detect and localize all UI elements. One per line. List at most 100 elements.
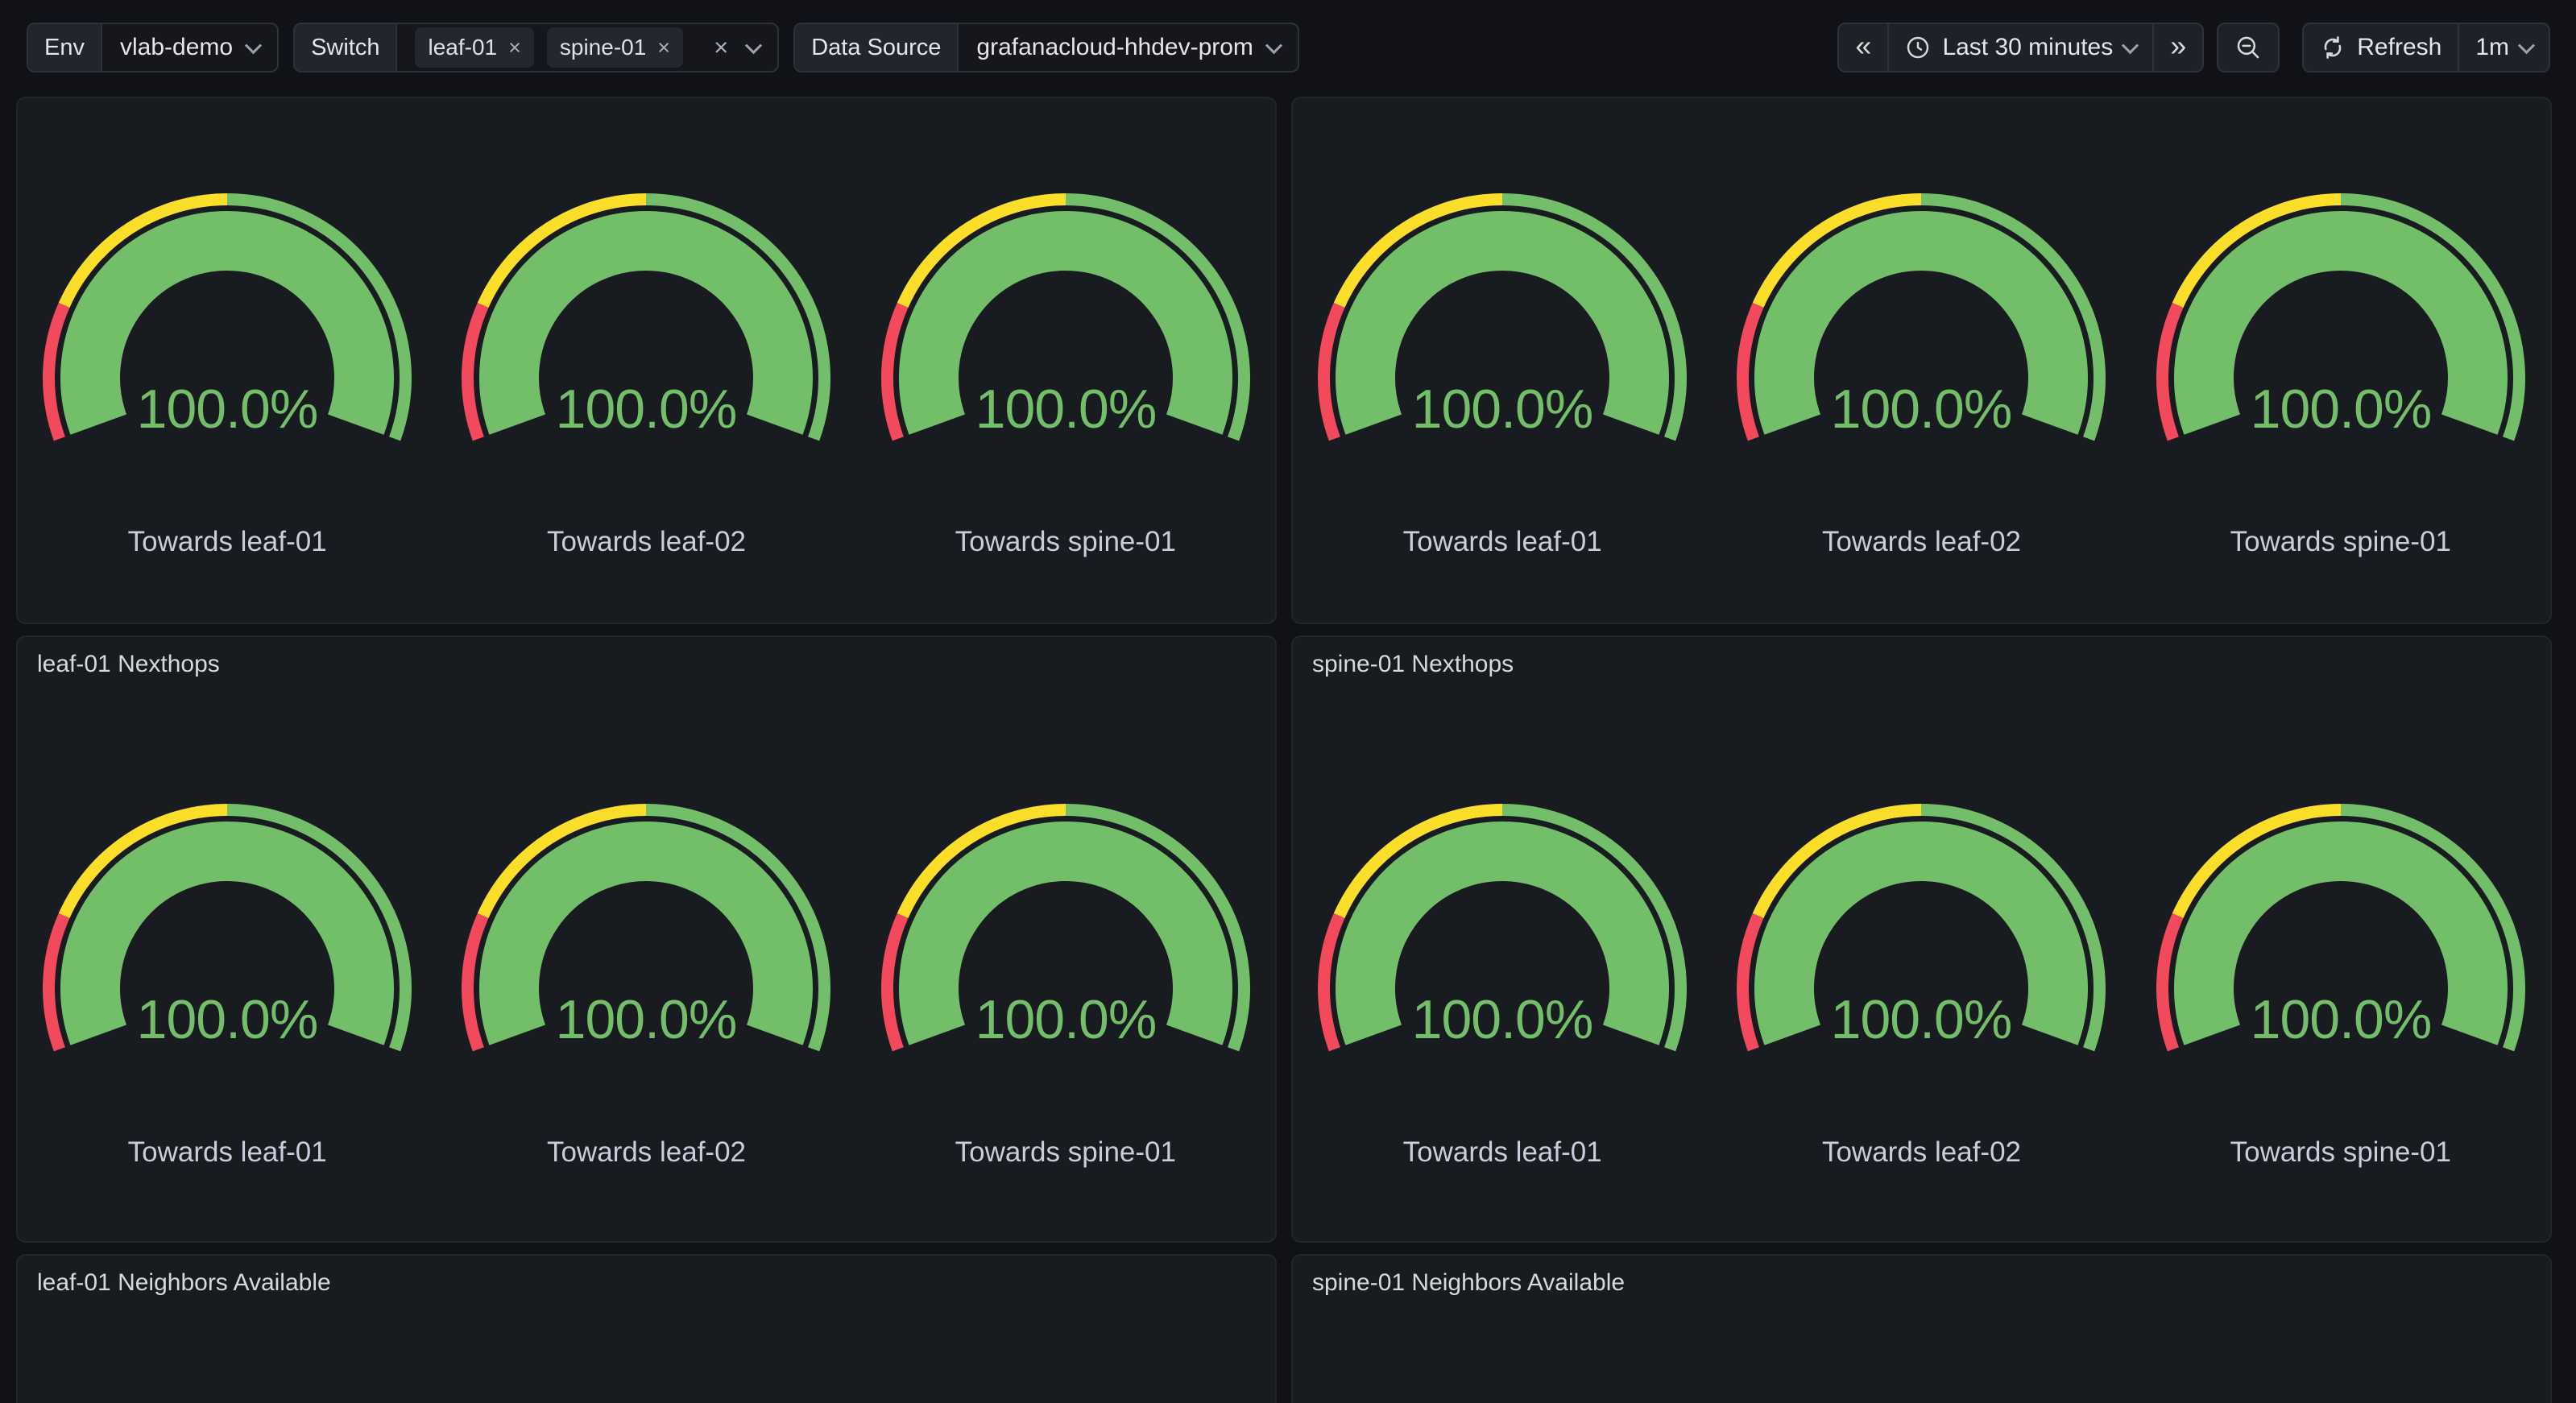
gauge-towards-leaf-02: 100.0% Towards leaf-02 xyxy=(1712,801,2131,1169)
panel-title[interactable]: spine-01 Nexthops xyxy=(1293,637,2550,684)
gauge-chart: 100.0% xyxy=(1736,191,2106,452)
gauge-value: 100.0% xyxy=(556,379,737,440)
gauge-value: 100.0% xyxy=(975,989,1156,1050)
gauge-chart: 100.0% xyxy=(2156,191,2526,452)
chevrons-left-icon: « xyxy=(1855,31,1871,64)
panel-leaf-01-nexthops: leaf-01 Nexthops100.0%Towards leaf-01100… xyxy=(16,635,1277,1243)
gauge-chart: 100.0% xyxy=(1317,801,1688,1062)
gauge-value: 100.0% xyxy=(1412,989,1593,1050)
gauge-chart: 100.0% xyxy=(461,801,831,1062)
refresh-group: Refresh 1m xyxy=(2302,23,2550,72)
variable-switch: Switch leaf-01 × spine-01 × × xyxy=(293,23,779,72)
switch-select[interactable]: leaf-01 × spine-01 × × xyxy=(397,24,777,71)
gauge-towards-spine-01: 100.0% Towards spine-01 xyxy=(856,191,1275,558)
gauge-chart: 100.0% xyxy=(1736,801,2106,1062)
remove-chip-icon[interactable]: × xyxy=(657,37,670,59)
panel-body xyxy=(1293,1302,2550,1403)
chip-label: spine-01 xyxy=(560,35,646,60)
switch-chip-list: leaf-01 × spine-01 × xyxy=(415,27,683,68)
time-picker-group: « Last 30 minutes » xyxy=(1837,23,2204,72)
variable-datasource: Data Source grafanacloud-hhdev-prom xyxy=(793,23,1299,72)
env-value: vlab-demo xyxy=(120,34,233,61)
gauge-towards-leaf-01: 100.0%Towards leaf-01 xyxy=(18,801,437,1169)
zoom-out-button[interactable] xyxy=(2218,24,2278,71)
panel-uplinks-right: 100.0% Towards leaf-01 100.0% Towards leaf-… xyxy=(1291,97,2552,624)
time-range-button[interactable]: Last 30 minutes xyxy=(1887,24,2152,71)
gauge-label: Towards leaf-01 xyxy=(1403,1136,1602,1169)
chevrons-right-icon: » xyxy=(2170,31,2186,64)
gauge-value: 100.0% xyxy=(137,989,318,1050)
panel-title[interactable]: spine-01 Neighbors Available xyxy=(1293,1256,2550,1302)
panel-leaf-01-neighbors-available: leaf-01 Neighbors Available xyxy=(16,1254,1277,1403)
gauge-towards-spine-01: 100.0% Towards spine-01 xyxy=(2131,191,2550,558)
dashboard-grid: 100.0% Towards leaf-01 100.0% Towards leaf-… xyxy=(16,97,2552,1403)
gauge-label: Towards leaf-01 xyxy=(128,526,327,558)
refresh-button[interactable]: Refresh xyxy=(2304,24,2458,71)
gauge-label: Towards spine-01 xyxy=(955,1136,1176,1169)
gauge-towards-spine-01: 100.0% Towards spine-01 xyxy=(2131,801,2550,1169)
panel-body xyxy=(18,1302,1275,1403)
chevron-down-icon xyxy=(2122,37,2139,54)
gauge-chart: 100.0% xyxy=(2156,801,2526,1062)
gauge-towards-leaf-01: 100.0% Towards leaf-01 xyxy=(1293,191,1712,558)
gauge-label: Towards leaf-01 xyxy=(1403,526,1602,558)
gauge-chart: 100.0% xyxy=(880,191,1251,452)
gauge-value: 100.0% xyxy=(1831,379,2012,440)
chevron-down-icon xyxy=(745,37,762,54)
time-forward-button[interactable]: » xyxy=(2152,24,2202,71)
panel-title[interactable]: leaf-01 Neighbors Available xyxy=(18,1256,1275,1302)
gauge-value: 100.0% xyxy=(2250,379,2431,440)
gauge-label: Towards leaf-02 xyxy=(547,526,746,558)
gauge-chart: 100.0% xyxy=(1317,191,1688,452)
gauge-towards-leaf-01: 100.0% Towards leaf-01 xyxy=(1293,801,1712,1169)
gauge-chart: 100.0% xyxy=(880,801,1251,1062)
panel-title[interactable]: leaf-01 Nexthops xyxy=(18,637,1275,684)
chevron-down-icon xyxy=(1265,37,1282,54)
gauge-value: 100.0% xyxy=(1831,989,2012,1050)
gauge-value: 100.0% xyxy=(975,379,1156,440)
time-range-label: Last 30 minutes xyxy=(1942,34,2113,61)
datasource-label: Data Source xyxy=(795,24,959,71)
zoom-out-group xyxy=(2217,23,2280,72)
gauge-chart: 100.0% xyxy=(42,801,412,1062)
gauge-chart: 100.0% xyxy=(42,191,412,452)
gauge-value: 100.0% xyxy=(1412,379,1593,440)
switch-chip[interactable]: spine-01 × xyxy=(547,27,683,68)
clear-all-icon[interactable]: × xyxy=(714,33,728,62)
grafana-dashboard: Env vlab-demo Switch leaf-01 × spine-01 × ×… xyxy=(0,0,2576,1403)
panel-body: 100.0%Towards leaf-01100.0%Towards leaf-… xyxy=(18,684,1275,1241)
refresh-interval-button[interactable]: 1m xyxy=(2458,24,2549,71)
remove-chip-icon[interactable]: × xyxy=(508,37,521,59)
variable-controls: Env vlab-demo Switch leaf-01 × spine-01 × ×… xyxy=(27,23,1299,72)
dashboard-toolbar: Env vlab-demo Switch leaf-01 × spine-01 × ×… xyxy=(16,0,2552,72)
time-back-button[interactable]: « xyxy=(1839,24,1887,71)
chip-label: leaf-01 xyxy=(428,35,497,60)
gauge-value: 100.0% xyxy=(137,379,318,440)
gauge-label: Towards leaf-02 xyxy=(1822,1136,2021,1169)
magnifier-minus-icon xyxy=(2234,34,2262,61)
panel-spine-01-nexthops: spine-01 Nexthops100.0%Towards leaf-0110… xyxy=(1291,635,2552,1243)
gauge-label: Towards spine-01 xyxy=(955,526,1176,558)
panel-spine-01-neighbors-available: spine-01 Neighbors Available xyxy=(1291,1254,2552,1403)
gauge-label: Towards spine-01 xyxy=(2230,526,2451,558)
panel-uplinks-left: 100.0% Towards leaf-01 100.0% Towards leaf-… xyxy=(16,97,1277,624)
gauge-towards-leaf-02: 100.0% Towards leaf-02 xyxy=(437,191,855,558)
gauge-value: 100.0% xyxy=(2250,989,2431,1050)
refresh-interval-value: 1m xyxy=(2475,34,2509,61)
datasource-select[interactable]: grafanacloud-hhdev-prom xyxy=(959,24,1298,71)
panel-body: 100.0% Towards leaf-01 100.0% Towards leaf-… xyxy=(1293,98,2550,623)
env-select[interactable]: vlab-demo xyxy=(102,24,277,71)
gauge-label: Towards leaf-02 xyxy=(547,1136,746,1169)
gauge-label: Towards spine-01 xyxy=(2230,1136,2451,1169)
clock-icon xyxy=(1905,35,1931,60)
gauge-value: 100.0% xyxy=(556,989,737,1050)
gauge-towards-leaf-02: 100.0% Towards leaf-02 xyxy=(1712,191,2131,558)
switch-label: Switch xyxy=(295,24,397,71)
switch-chip[interactable]: leaf-01 × xyxy=(415,27,533,68)
gauge-label: Towards leaf-02 xyxy=(1822,526,2021,558)
refresh-label: Refresh xyxy=(2357,34,2441,61)
refresh-icon xyxy=(2320,35,2346,60)
gauge-towards-leaf-02: 100.0% Towards leaf-02 xyxy=(437,801,855,1169)
variable-env: Env vlab-demo xyxy=(27,23,279,72)
time-controls: « Last 30 minutes » xyxy=(1837,23,2550,72)
